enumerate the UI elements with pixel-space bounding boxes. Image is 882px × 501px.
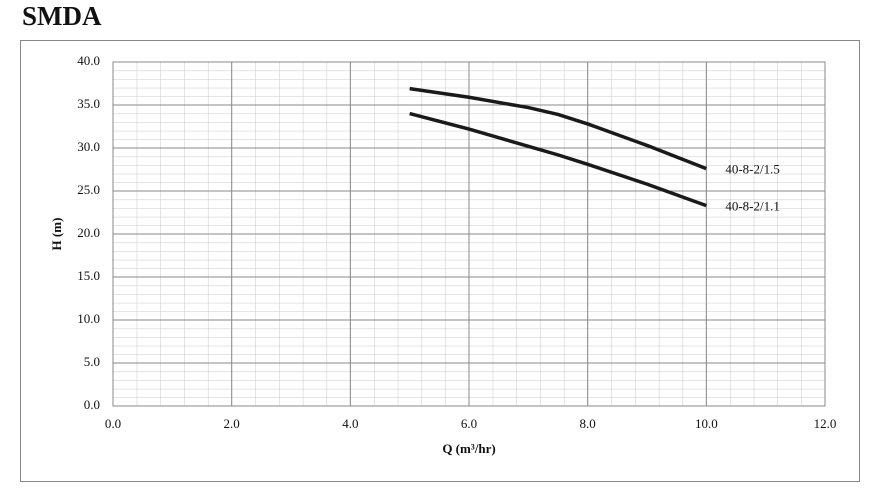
series-line — [409, 111, 707, 208]
x-tick-label: 0.0 — [105, 416, 121, 431]
x-tick-label: 12.0 — [814, 416, 837, 431]
y-tick-label: 30.0 — [77, 139, 100, 154]
y-axis-title: H (m) — [49, 218, 64, 251]
y-tick-label: 10.0 — [77, 311, 100, 326]
x-axis-title: Q (m³/hr) — [442, 441, 495, 456]
series-line — [409, 86, 707, 171]
x-tick-label: 6.0 — [461, 416, 477, 431]
x-tick-label: 4.0 — [342, 416, 358, 431]
chart-title: SMDA — [22, 1, 102, 31]
series-label: 40-8-2/1.1 — [725, 199, 780, 214]
plot-border — [112, 61, 826, 407]
y-tick-label: 20.0 — [77, 225, 100, 240]
y-tick-label: 5.0 — [84, 354, 100, 369]
y-tick-label: 25.0 — [77, 182, 100, 197]
x-tick-label: 8.0 — [580, 416, 596, 431]
x-tick-label: 2.0 — [224, 416, 240, 431]
y-tick-label: 15.0 — [77, 268, 100, 283]
x-tick-label: 10.0 — [695, 416, 718, 431]
y-tick-label: 40.0 — [77, 53, 100, 68]
y-tick-label: 35.0 — [77, 96, 100, 111]
chart-frame — [20, 40, 860, 482]
y-tick-label: 0.0 — [84, 397, 100, 412]
series-label: 40-8-2/1.5 — [725, 162, 780, 177]
